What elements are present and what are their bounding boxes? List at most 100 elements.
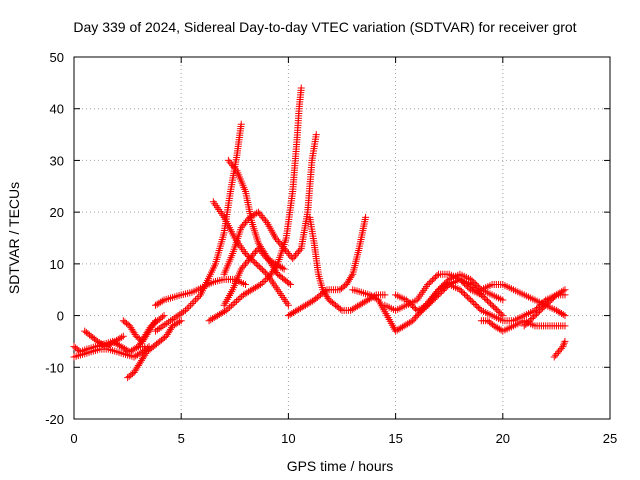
x-tick-labels: 0 5 10 15 20 25 <box>70 431 617 446</box>
data-point <box>520 322 528 330</box>
data-point <box>243 217 251 225</box>
plot-frame <box>73 56 611 420</box>
data-point <box>542 301 550 309</box>
data-point <box>434 286 442 294</box>
data-point <box>232 165 240 173</box>
data-point <box>231 299 239 307</box>
data-point <box>438 283 446 291</box>
data-point <box>186 301 194 309</box>
data-point <box>284 301 292 309</box>
data-point <box>118 333 126 341</box>
data-point <box>252 260 260 268</box>
data-point <box>431 273 439 281</box>
data-point <box>490 303 498 311</box>
data-point <box>242 281 250 289</box>
data-point <box>280 265 288 273</box>
data-point <box>419 306 427 314</box>
series-arc-6 <box>134 312 168 351</box>
data-point <box>424 281 432 289</box>
data-point <box>226 158 234 166</box>
data-point <box>412 313 420 321</box>
data-point <box>246 255 254 263</box>
data-point <box>260 267 268 275</box>
data-point <box>292 251 300 259</box>
data-point <box>229 162 237 170</box>
data-point <box>249 251 257 259</box>
data-point <box>227 160 235 168</box>
data-point <box>289 255 297 263</box>
data-point <box>224 305 232 313</box>
data-point <box>537 306 545 314</box>
data-point <box>272 234 280 242</box>
data-point <box>467 296 475 304</box>
data-point <box>239 263 247 271</box>
y-tick-label: 30 <box>50 153 64 168</box>
data-point <box>257 248 265 256</box>
data-point <box>285 279 293 287</box>
data-point <box>425 279 433 287</box>
data-point <box>560 339 568 347</box>
data-point <box>258 279 266 287</box>
data-point <box>240 220 248 228</box>
series-arc-19 <box>413 270 507 320</box>
data-point <box>230 163 238 171</box>
data-point <box>237 224 245 232</box>
data-point <box>468 298 476 306</box>
data-point <box>485 298 493 306</box>
data-point <box>528 315 536 323</box>
data-point <box>413 312 421 320</box>
data-point <box>297 84 305 92</box>
data-point <box>522 320 530 328</box>
data-point <box>499 296 507 304</box>
data-point <box>362 213 370 221</box>
data-point <box>410 303 418 311</box>
data-point <box>421 304 429 312</box>
data-point <box>242 250 250 258</box>
data-point <box>415 310 423 318</box>
x-tick-label: 25 <box>603 431 617 446</box>
data-point <box>237 265 245 273</box>
data-point <box>260 215 268 223</box>
data-point <box>257 212 265 220</box>
data-point <box>158 313 166 321</box>
data-point <box>181 306 189 314</box>
data-point <box>282 246 290 254</box>
data-point <box>254 208 262 216</box>
data-point <box>256 246 264 254</box>
data-point <box>254 244 262 252</box>
data-point <box>242 260 250 268</box>
data-point <box>312 131 320 139</box>
data-point <box>553 349 561 357</box>
data-point <box>523 319 531 327</box>
x-tick-label: 20 <box>496 431 510 446</box>
data-point <box>487 300 495 308</box>
data-point <box>280 244 288 252</box>
data-point <box>473 302 481 310</box>
data-point <box>278 264 286 272</box>
data-point <box>409 317 417 325</box>
data-point <box>243 258 251 266</box>
data-point <box>534 309 542 317</box>
data-point <box>550 353 558 361</box>
data-point <box>348 272 356 280</box>
data-point <box>444 277 452 285</box>
data-point <box>290 253 298 261</box>
data-point <box>476 305 484 313</box>
data-point <box>543 300 551 308</box>
data-point <box>416 309 424 317</box>
data-point <box>259 213 267 221</box>
data-point <box>468 277 476 285</box>
data-point <box>256 210 264 218</box>
data-point <box>236 294 244 302</box>
data-point <box>497 310 505 318</box>
data-point <box>242 218 250 226</box>
data-point <box>539 304 547 312</box>
data-point <box>559 287 567 295</box>
data-point <box>254 261 262 269</box>
grid-lines <box>74 57 610 419</box>
data-point <box>284 250 292 258</box>
data-point <box>430 275 438 283</box>
series-arc-21 <box>477 281 569 320</box>
axis-ticks <box>73 56 611 420</box>
